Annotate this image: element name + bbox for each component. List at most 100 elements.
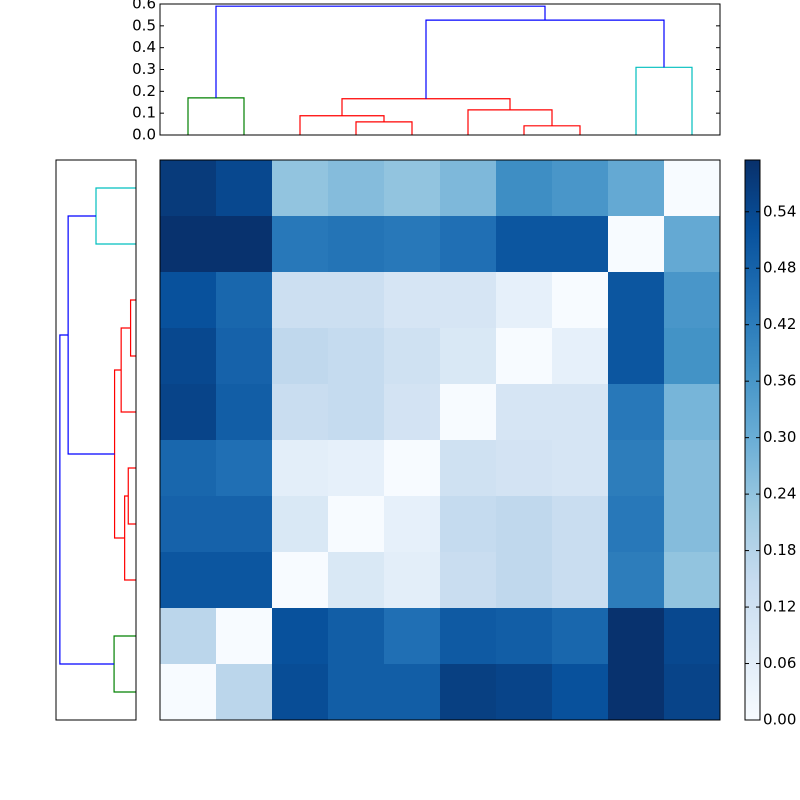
heatmap-cell	[496, 440, 553, 497]
top-dendrogram-frame	[159, 3, 721, 136]
dendrogram-link	[120, 327, 136, 413]
heatmap-cell	[384, 552, 441, 609]
heatmap-cell	[440, 216, 497, 273]
heatmap-cell	[440, 440, 497, 497]
heatmap-cell	[160, 496, 217, 553]
heatmap-cell	[496, 608, 553, 665]
colorbar	[744, 159, 761, 721]
heatmap-cell	[328, 216, 385, 273]
heatmap-cell	[160, 272, 217, 329]
dendrogram-link	[113, 635, 136, 693]
y-tick-label: 0.3	[132, 60, 156, 78]
dendrogram-link	[299, 115, 385, 135]
colorbar-tick-label: 0.18	[763, 541, 796, 559]
heatmap-cell	[440, 160, 497, 217]
heatmap-cell	[552, 496, 609, 553]
heatmap-cell	[160, 216, 217, 273]
heatmap-cell	[608, 440, 665, 497]
heatmap-cell	[272, 216, 329, 273]
y-tick-label: 0.6	[132, 0, 156, 13]
heatmap-cell	[608, 552, 665, 609]
heatmap-cell	[608, 328, 665, 385]
y-tick-label: 0.4	[132, 38, 156, 56]
heatmap-cell	[328, 552, 385, 609]
heatmap-cell	[160, 328, 217, 385]
heatmap-cell	[440, 608, 497, 665]
heatmap-cell	[664, 272, 721, 329]
heatmap-cell	[440, 328, 497, 385]
heatmap-cell	[496, 384, 553, 441]
heatmap-cell	[552, 272, 609, 329]
dendrogram-link	[59, 334, 115, 665]
colorbar-tick-label: 0.24	[763, 485, 796, 503]
heatmap-cell	[384, 440, 441, 497]
y-tick-label: 0.1	[132, 104, 156, 122]
colorbar-tick-label: 0.06	[763, 654, 796, 672]
heatmap-cell	[384, 328, 441, 385]
heatmap-cell	[216, 496, 273, 553]
left-dendrogram-frame	[55, 159, 137, 721]
heatmap-cell	[664, 160, 721, 217]
heatmap-cell	[496, 328, 553, 385]
heatmap-cell	[440, 496, 497, 553]
heatmap-cell	[552, 608, 609, 665]
colorbar-tick-label: 0.36	[763, 372, 796, 390]
heatmap-cell	[664, 216, 721, 273]
heatmap-cell	[272, 272, 329, 329]
heatmap-cell	[608, 272, 665, 329]
heatmap-cell	[496, 216, 553, 273]
heatmap-cell	[160, 440, 217, 497]
heatmap-cell	[328, 496, 385, 553]
dendrogram-link	[113, 369, 125, 539]
heatmap-cell	[216, 664, 273, 721]
heatmap-cell	[552, 384, 609, 441]
heatmap-cell	[496, 552, 553, 609]
heatmap-cell	[328, 272, 385, 329]
heatmap-cell	[664, 664, 721, 721]
heatmap-cell	[552, 440, 609, 497]
heatmap-cell	[328, 664, 385, 721]
heatmap-cell	[384, 496, 441, 553]
dendrogram-link	[67, 215, 115, 455]
dendrogram-link	[187, 97, 245, 135]
heatmap-cell	[608, 216, 665, 273]
colorbar-tick-label: 0.12	[763, 598, 796, 616]
dendrogram-link	[124, 495, 136, 581]
y-tick-label: 0.5	[132, 16, 156, 34]
heatmap-cell	[216, 440, 273, 497]
heatmap-cell	[272, 496, 329, 553]
heatmap-cell	[160, 552, 217, 609]
heatmap-cell	[160, 160, 217, 217]
heatmap-cell	[608, 496, 665, 553]
heatmap-cell	[160, 384, 217, 441]
heatmap-cell	[272, 552, 329, 609]
heatmap-cell	[496, 160, 553, 217]
heatmap-cell	[552, 552, 609, 609]
heatmap-cell	[664, 552, 721, 609]
dendrogram-link	[467, 109, 553, 135]
heatmap-cell	[440, 664, 497, 721]
heatmap-cell	[496, 272, 553, 329]
heatmap-cell	[216, 328, 273, 385]
heatmap-cell	[664, 384, 721, 441]
heatmap-cell	[328, 328, 385, 385]
heatmap-cell	[384, 160, 441, 217]
heatmap-cell	[552, 216, 609, 273]
heatmap-cell	[608, 608, 665, 665]
dendrogram-link	[635, 66, 693, 135]
heatmap-cell	[272, 160, 329, 217]
heatmap-cell	[216, 160, 273, 217]
heatmap-cell	[272, 664, 329, 721]
heatmap-cell	[328, 160, 385, 217]
heatmap-cell	[608, 384, 665, 441]
dendrogram-link	[341, 98, 511, 116]
heatmap-cell	[384, 384, 441, 441]
colorbar-tick-label: 0.42	[763, 315, 796, 333]
heatmap-cell	[272, 440, 329, 497]
heatmap-cell	[216, 552, 273, 609]
colorbar-tick-label: 0.54	[763, 202, 796, 220]
colorbar-tick-label: 0.48	[763, 259, 796, 277]
dendrogram-link	[355, 121, 413, 135]
dendrogram-link	[127, 467, 136, 525]
heatmap-cell	[216, 608, 273, 665]
